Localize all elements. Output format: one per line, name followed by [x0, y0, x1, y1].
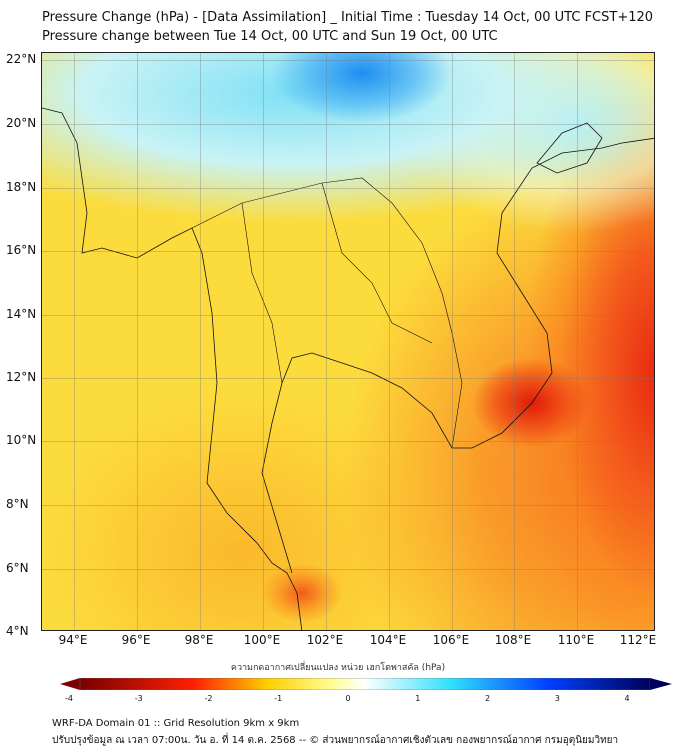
- coastline-mainland: [42, 107, 303, 630]
- lat-label: 10°N: [6, 433, 37, 447]
- lat-label: 12°N: [6, 370, 37, 384]
- hainan-island: [536, 122, 603, 174]
- lon-label: 108°E: [494, 633, 532, 647]
- coastlines: [42, 107, 654, 630]
- lon-label: 100°E: [243, 633, 281, 647]
- colorbar-label: ความกดอากาศเปลี่ยนแปลง หน่วย เฮกโตพาสคัล…: [230, 663, 446, 673]
- lat-label: 8°N: [6, 497, 29, 511]
- colorbar-tick: -2: [204, 694, 213, 703]
- lat-label: 18°N: [6, 180, 37, 194]
- gridline: [452, 53, 453, 630]
- colorbar-tick: 0: [345, 694, 351, 703]
- colorbar-tick: -4: [65, 694, 73, 703]
- gridline: [200, 53, 201, 630]
- chart-title: Pressure Change (hPa) - [Data Assimilati…: [42, 10, 654, 25]
- colorbar-tick: 1: [415, 694, 421, 703]
- colorbar-high-extend: [650, 678, 672, 690]
- colorbar-tick: 4: [624, 694, 630, 703]
- gridline: [42, 505, 654, 506]
- gridline: [42, 124, 654, 125]
- gridline: [42, 569, 654, 570]
- lat-label: 20°N: [6, 116, 37, 130]
- lat-label: 6°N: [6, 561, 29, 575]
- footer-model-info: WRF-DA Domain 01 :: Grid Resolution 9km …: [52, 718, 300, 729]
- lon-label: 96°E: [121, 633, 151, 647]
- lon-label: 106°E: [432, 633, 470, 647]
- chart-subtitle: Pressure change between Tue 14 Oct, 00 U…: [42, 29, 498, 44]
- lon-label: 94°E: [58, 633, 88, 647]
- coastline-gulf: [261, 137, 654, 574]
- lon-label: 110°E: [557, 633, 595, 647]
- gridline: [514, 53, 515, 630]
- lat-label: 16°N: [6, 243, 37, 257]
- lon-label: 104°E: [369, 633, 407, 647]
- lon-label: 102°E: [306, 633, 344, 647]
- lat-label: 4°N: [6, 624, 29, 638]
- colorbar: [60, 678, 672, 690]
- footer-credit: ปรับปรุงข้อมูล ณ เวลา 07:00น. วัน อ. ที่…: [52, 735, 619, 746]
- gridline: [42, 378, 654, 379]
- gridline: [389, 53, 390, 630]
- lat-label: 22°N: [6, 52, 37, 66]
- gridline: [263, 53, 264, 630]
- gridline: [42, 441, 654, 442]
- lat-label: 14°N: [6, 307, 37, 321]
- gridline: [42, 60, 654, 61]
- borders: [191, 177, 463, 449]
- gridline: [74, 53, 75, 630]
- gridline: [42, 315, 654, 316]
- lon-label: 112°E: [619, 633, 657, 647]
- colorbar-tick: 2: [484, 694, 491, 703]
- lon-label: 98°E: [184, 633, 214, 647]
- pressure-change-map: [41, 52, 655, 631]
- gridline: [577, 53, 578, 630]
- gridline: [326, 53, 327, 630]
- gridline: [42, 251, 654, 252]
- colorbar-tick: -1: [274, 694, 283, 703]
- gridline: [42, 188, 654, 189]
- colorbar-fill: [79, 678, 651, 690]
- gridline: [137, 53, 138, 630]
- colorbar-tick: -3: [134, 694, 143, 703]
- colorbar-tick: 3: [554, 694, 560, 703]
- colorbar-low-extend: [60, 678, 80, 690]
